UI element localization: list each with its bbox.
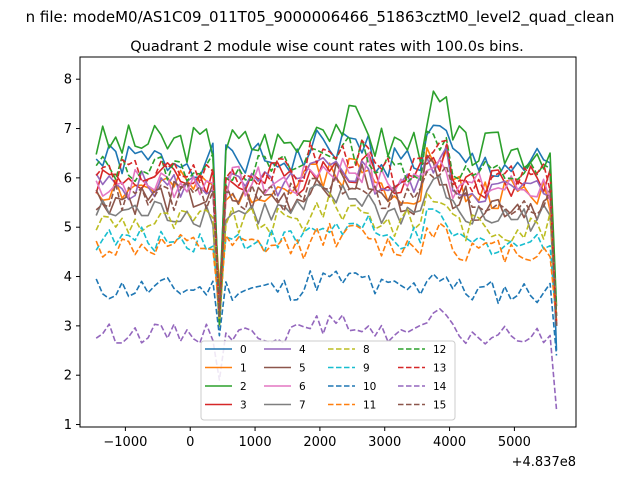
legend-label-7: 7	[299, 400, 306, 412]
series-line-4	[95, 146, 558, 317]
y-tick-label: 3	[64, 319, 72, 334]
legend-label-0: 0	[240, 344, 247, 356]
legend-label-4: 4	[299, 344, 306, 356]
legend-label-14: 14	[433, 381, 447, 393]
x-tick-label: 1000	[239, 435, 272, 450]
y-tick-label: 1	[64, 418, 72, 433]
series-line-11	[95, 222, 558, 321]
legend-label-6: 6	[299, 381, 306, 393]
y-tick-label: 6	[64, 171, 72, 186]
legend-label-11: 11	[363, 400, 376, 412]
series-line-2	[95, 90, 558, 307]
legend-label-5: 5	[299, 363, 306, 375]
series-line-15	[95, 165, 558, 326]
x-tick-label: −1000	[103, 435, 147, 450]
series-line-14	[95, 307, 558, 410]
legend-label-10: 10	[363, 381, 376, 393]
series-line-3	[95, 144, 558, 326]
series-line-10	[95, 270, 558, 356]
y-axis: 1 2 3 4 5 6 7 8	[64, 73, 80, 433]
legend-label-15: 15	[433, 400, 446, 412]
y-tick-label: 4	[64, 270, 72, 285]
legend-label-2: 2	[240, 381, 247, 393]
axes-frame	[79, 56, 577, 428]
x-axis: −1000 0 1000 2000 3000 4000 5000	[103, 427, 531, 450]
y-tick-label: 8	[64, 73, 72, 88]
x-tick-label: 3000	[368, 435, 401, 450]
legend-label-9: 9	[363, 363, 370, 375]
legend-label-8: 8	[363, 344, 370, 356]
series-layer	[95, 90, 558, 410]
legend-label-13: 13	[433, 363, 446, 375]
legend-frame	[200, 340, 456, 421]
series-line-6	[95, 152, 558, 317]
x-tick-label: 5000	[498, 435, 531, 450]
chart-title: Quadrant 2 module wise count rates with …	[130, 39, 524, 55]
x-tick-label: 0	[186, 435, 194, 450]
legend-label-1: 1	[240, 363, 247, 375]
y-tick-label: 7	[64, 122, 72, 137]
legend-label-3: 3	[240, 400, 247, 412]
y-tick-label: 5	[64, 221, 72, 236]
legend-label-12: 12	[433, 344, 446, 356]
series-line-8	[95, 191, 558, 327]
series-line-13	[95, 139, 558, 326]
x-tick-label: 2000	[303, 435, 336, 450]
x-offset-label: +4.837e8	[512, 455, 576, 470]
series-line-9	[95, 208, 558, 326]
figure-title: n file: modeM0/AS1C09_011T05_9000006466_…	[26, 8, 615, 27]
y-tick-label: 2	[64, 369, 72, 384]
x-tick-label: 4000	[433, 435, 466, 450]
